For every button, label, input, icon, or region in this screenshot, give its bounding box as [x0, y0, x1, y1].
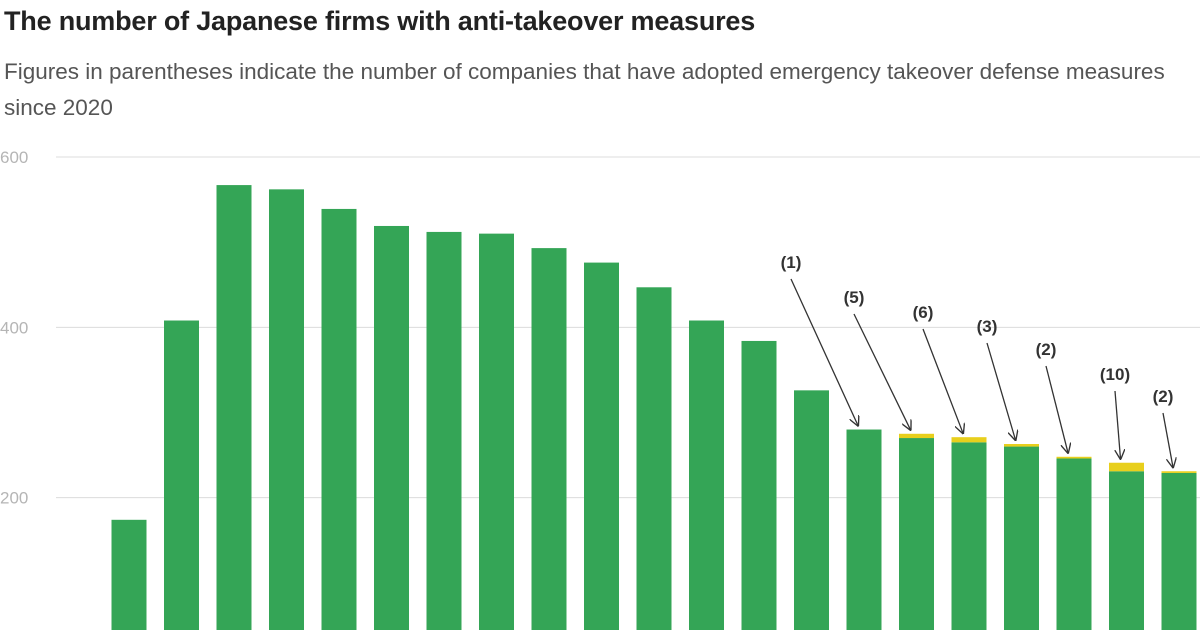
bar — [689, 320, 724, 630]
bar — [1109, 471, 1144, 630]
bar — [216, 185, 252, 630]
bar-emergency-segment — [951, 437, 987, 443]
bar — [584, 262, 619, 630]
annotation-label: (5) — [844, 288, 865, 307]
bar — [269, 189, 304, 630]
y-tick-label: 400 — [0, 318, 28, 337]
chart-subtitle: Figures in parentheses indicate the numb… — [4, 59, 1165, 120]
bar — [479, 233, 514, 630]
bar — [531, 248, 567, 630]
bar — [426, 231, 462, 630]
annotation-label: (6) — [913, 303, 934, 322]
annotation-arrow — [790, 278, 858, 426]
annotation-arrow — [853, 313, 911, 430]
bar — [111, 519, 147, 630]
annotation-arrow — [1045, 365, 1068, 453]
annotation-label: (1) — [781, 253, 802, 272]
bar-emergency-segment — [1056, 456, 1092, 459]
annotation-arrow — [1114, 390, 1121, 459]
bar — [794, 390, 829, 630]
annotation-arrow — [1162, 412, 1173, 467]
bar-emergency-segment — [899, 433, 934, 439]
bar-emergency-segment — [1109, 462, 1144, 472]
chart-title: The number of Japanese firms with anti-t… — [4, 6, 756, 36]
bar — [374, 225, 409, 630]
bar — [951, 442, 987, 630]
bar — [741, 340, 777, 630]
bar — [636, 287, 672, 630]
annotation-label: (2) — [1153, 387, 1174, 406]
bar-emergency-segment — [1004, 444, 1039, 447]
bar — [899, 438, 934, 630]
y-tick-label: 200 — [0, 489, 28, 508]
bars — [111, 185, 1197, 630]
bar — [846, 429, 882, 630]
annotation-arrow — [986, 342, 1016, 440]
bar — [1056, 458, 1092, 630]
annotation-label: (2) — [1036, 340, 1057, 359]
y-tick-label: 600 — [0, 148, 28, 167]
annotations: (1) (5) (6) (3) (2) (10) (2) — [781, 253, 1174, 467]
bar — [1161, 472, 1197, 630]
bar — [164, 320, 199, 630]
annotation-label: (10) — [1100, 365, 1130, 384]
bar-emergency-segment — [1161, 471, 1197, 473]
annotation-label: (3) — [977, 317, 998, 336]
annotation-arrow — [922, 328, 963, 433]
bar — [1004, 446, 1039, 630]
bar — [321, 208, 357, 630]
